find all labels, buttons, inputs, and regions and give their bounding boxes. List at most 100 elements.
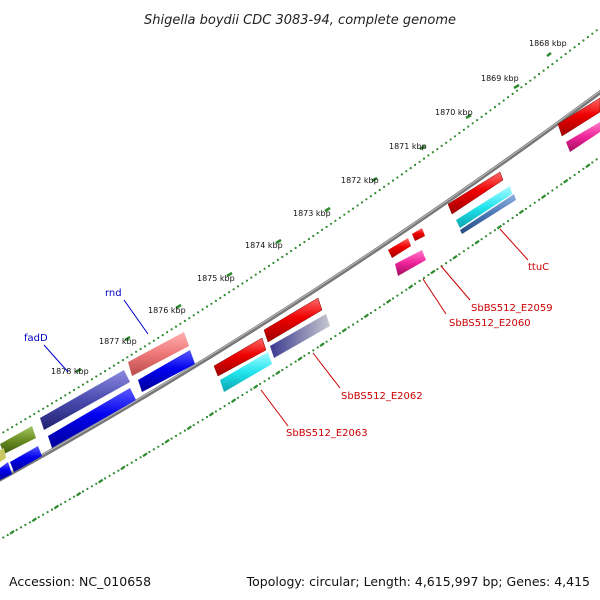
ring-dot [152, 448, 155, 451]
ring-tick [75, 491, 82, 497]
gene-feature[interactable] [128, 332, 189, 376]
ring-dot [325, 225, 328, 228]
gene-feature[interactable] [0, 448, 6, 462]
ring-dot [37, 410, 40, 413]
ring-dot [405, 288, 408, 291]
gene-feature[interactable] [0, 462, 12, 480]
ring-dot [99, 372, 102, 375]
gene-feature[interactable] [213, 337, 267, 377]
tick-label: 1876 kbp [148, 306, 186, 315]
ring-tick [120, 465, 126, 471]
gene-feature[interactable] [220, 352, 272, 392]
ring-dot [462, 250, 465, 253]
ring-dot [143, 345, 147, 348]
ring-dot [174, 434, 178, 437]
ring-dot [449, 138, 452, 141]
ring-dot [356, 204, 359, 207]
ring-dot [524, 82, 528, 86]
ring-dot [73, 495, 76, 498]
ring-dot [86, 380, 89, 383]
gene-label-rnd[interactable]: rnd [105, 288, 122, 299]
ring-dot [42, 513, 45, 516]
ring-tick [186, 425, 192, 431]
ring-tick [142, 452, 148, 458]
gene-label-ttuc[interactable]: ttuC [528, 262, 549, 273]
ring-dot [533, 76, 536, 79]
gene-feature[interactable] [566, 122, 600, 152]
ring-dot [112, 472, 116, 475]
ring-dot [356, 320, 359, 323]
gene-label-sbbs512-e2060[interactable]: SbBS512_E2060 [449, 318, 531, 329]
ring-dot [524, 207, 528, 210]
gene-feature[interactable] [138, 350, 195, 392]
gene-label-sbbs512-e2059[interactable]: SbBS512_E2059 [471, 303, 553, 314]
gene-feature[interactable] [40, 370, 130, 430]
ring-dot [378, 306, 381, 309]
ring-dot [263, 380, 266, 383]
gene-feature[interactable] [460, 194, 516, 234]
ring-dot [334, 219, 337, 222]
gene-feature[interactable] [263, 297, 323, 343]
ring-dot [19, 420, 23, 423]
ring-dot [228, 291, 231, 294]
ring-dot [50, 402, 54, 405]
ring-dot [383, 303, 386, 306]
ring-dot [489, 232, 492, 235]
ring-dot [68, 391, 71, 394]
ring-dot [551, 189, 554, 192]
ring-dot [81, 490, 85, 493]
ring-dot [471, 122, 474, 125]
gene-feature[interactable] [557, 97, 600, 137]
gene-feature[interactable] [456, 186, 512, 228]
ring-dot [325, 340, 328, 343]
gene-feature[interactable] [388, 238, 411, 258]
gene-feature[interactable] [48, 388, 136, 448]
scale-tick: 1878 kbp [51, 367, 89, 376]
ring-dot [236, 396, 240, 399]
ring-dot [436, 148, 439, 151]
ring-dot [241, 282, 244, 285]
ring-dot [223, 294, 226, 297]
ring-dot [352, 323, 355, 326]
ring-dot [502, 99, 505, 102]
ring-dot [334, 334, 337, 338]
genome-backbone-highlight [0, 90, 600, 480]
ring-dot [555, 186, 559, 189]
ring-dot [81, 383, 85, 386]
tick-label: 1869 kbp [481, 74, 519, 83]
ring-dot [347, 210, 350, 213]
ring-dot [422, 157, 426, 160]
ring-dot [170, 328, 173, 331]
gene-feature[interactable] [10, 446, 42, 472]
ring-dot [192, 314, 195, 317]
ring-dot [374, 192, 377, 195]
gene-label-sbbs512-e2063[interactable]: SbBS512_E2063 [286, 428, 368, 439]
ring-dot [86, 487, 89, 490]
ring-dot [391, 179, 395, 182]
ring-dot [157, 336, 160, 339]
ring-dot [316, 346, 319, 349]
gene-feature[interactable] [447, 171, 504, 215]
ring-tick [9, 530, 15, 535]
gene-feature[interactable] [0, 426, 36, 454]
gene-label-fadd[interactable]: fadD [24, 333, 48, 344]
ring-dot [484, 112, 488, 115]
gene-feature[interactable] [270, 314, 330, 358]
ring-dot [352, 207, 355, 210]
ring-dot [303, 240, 306, 244]
ring-dot [321, 228, 324, 231]
ring-tick [253, 384, 259, 390]
ring-dot [493, 106, 496, 109]
ring-dot [329, 222, 333, 225]
ring-dot [259, 382, 262, 386]
ring-dot [369, 311, 372, 315]
ring-tick [563, 178, 569, 184]
ring-dot [365, 198, 368, 201]
ring-dot [414, 282, 417, 285]
gene-label-sbbs512-e2062[interactable]: SbBS512_E2062 [341, 391, 423, 402]
ring-dot [418, 160, 421, 163]
ring-dot [582, 167, 585, 170]
gene-feature[interactable] [412, 228, 425, 241]
gene-feature[interactable] [395, 250, 426, 276]
